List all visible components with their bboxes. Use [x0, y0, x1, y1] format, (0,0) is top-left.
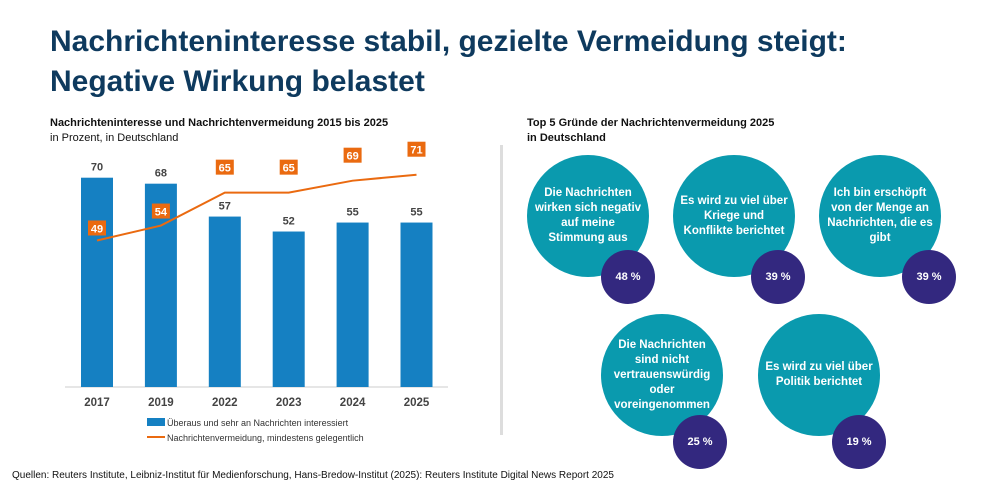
line-label-2024: 69 [346, 151, 358, 163]
reason-bubble: Es wird zu viel über Politik berichtet [758, 314, 880, 436]
line-label-bg-2023 [279, 159, 298, 175]
reason-bubble: Ich bin erschöpft von der Menge an Nachr… [819, 155, 941, 277]
line-label-2023: 65 [283, 163, 295, 175]
bar-2023 [272, 231, 305, 387]
right-chart-header: Top 5 Gründe der Nachrichtenvermeidung 2… [527, 116, 774, 146]
left-chart-header: Nachrichteninteresse und Nachrichtenverm… [50, 116, 388, 146]
bar-2025 [400, 222, 433, 387]
bar-label-2017: 70 [91, 162, 103, 174]
bar-line-chart: 70 2017 68 2019 57 2022 52 2023 55 2024 55 2025 49 54… [65, 141, 448, 443]
bar-label-2023: 52 [283, 216, 295, 228]
divider [500, 145, 503, 435]
reason-text: Die Nachrichten sind nicht vertrauenswür… [613, 338, 711, 411]
reason-text: Die Nachrichten wirken sich negativ auf … [534, 187, 642, 244]
reason-value: 39 % [902, 250, 956, 304]
legend-bar-label: Überaus und sehr an Nachrichten interess… [167, 418, 349, 428]
x-tick-2025: 2025 [404, 397, 430, 409]
x-tick-2019: 2019 [148, 397, 174, 409]
bar-label-2019: 68 [155, 168, 167, 180]
reason-value: 48 % [601, 250, 655, 304]
bar-label-2025: 55 [410, 207, 422, 219]
line-label-bg-2019 [151, 203, 170, 219]
line-label-2022: 65 [219, 163, 231, 175]
line-label-2025: 71 [410, 145, 422, 157]
x-tick-2023: 2023 [276, 397, 302, 409]
bar-2024 [336, 222, 369, 387]
reason-value: 39 % [751, 250, 805, 304]
legend-line-label: Nachrichtenvermeidung, mindestens gelege… [167, 433, 364, 443]
right-chart-heading: Top 5 Gründe der Nachrichtenvermeidung 2… [527, 117, 775, 129]
reason-value: 25 % [673, 415, 727, 469]
line-label-bg-2022 [215, 159, 234, 175]
x-tick-2022: 2022 [212, 397, 238, 409]
reason-value: 19 % [832, 415, 886, 469]
line-label-2017: 49 [91, 223, 103, 235]
page-title: Nachrichteninteresse stabil, gezielte Ve… [50, 25, 847, 98]
line-label-bg-2025 [407, 141, 426, 157]
line-series [96, 173, 417, 242]
reason-bubble: Es wird zu viel über Kriege und Konflikt… [673, 155, 795, 277]
left-chart-subheading: in Prozent, in Deutschland [50, 132, 179, 144]
bar-2017 [81, 177, 113, 387]
bar-2022 [208, 216, 241, 387]
bar-label-2022: 57 [219, 201, 231, 213]
bar-label-2024: 55 [346, 207, 358, 219]
line-label-2019: 54 [155, 207, 168, 219]
reason-text: Es wird zu viel über Politik berichtet [765, 361, 873, 388]
line-label-bg-2024 [343, 147, 362, 163]
x-tick-2024: 2024 [340, 397, 366, 409]
left-chart-heading: Nachrichteninteresse und Nachrichtenverm… [50, 117, 389, 129]
reason-text: Ich bin erschöpft von der Menge an Nachr… [827, 187, 933, 244]
source-note: Quellen: Reuters Institute, Leibniz-Inst… [12, 470, 614, 481]
legend-bar-swatch [147, 418, 165, 426]
reason-text: Es wird zu viel über Kriege und Konflikt… [680, 194, 788, 237]
x-tick-2017: 2017 [84, 397, 110, 409]
line-label-bg-2017 [88, 220, 106, 236]
right-chart-subheading: in Deutschland [527, 132, 606, 144]
